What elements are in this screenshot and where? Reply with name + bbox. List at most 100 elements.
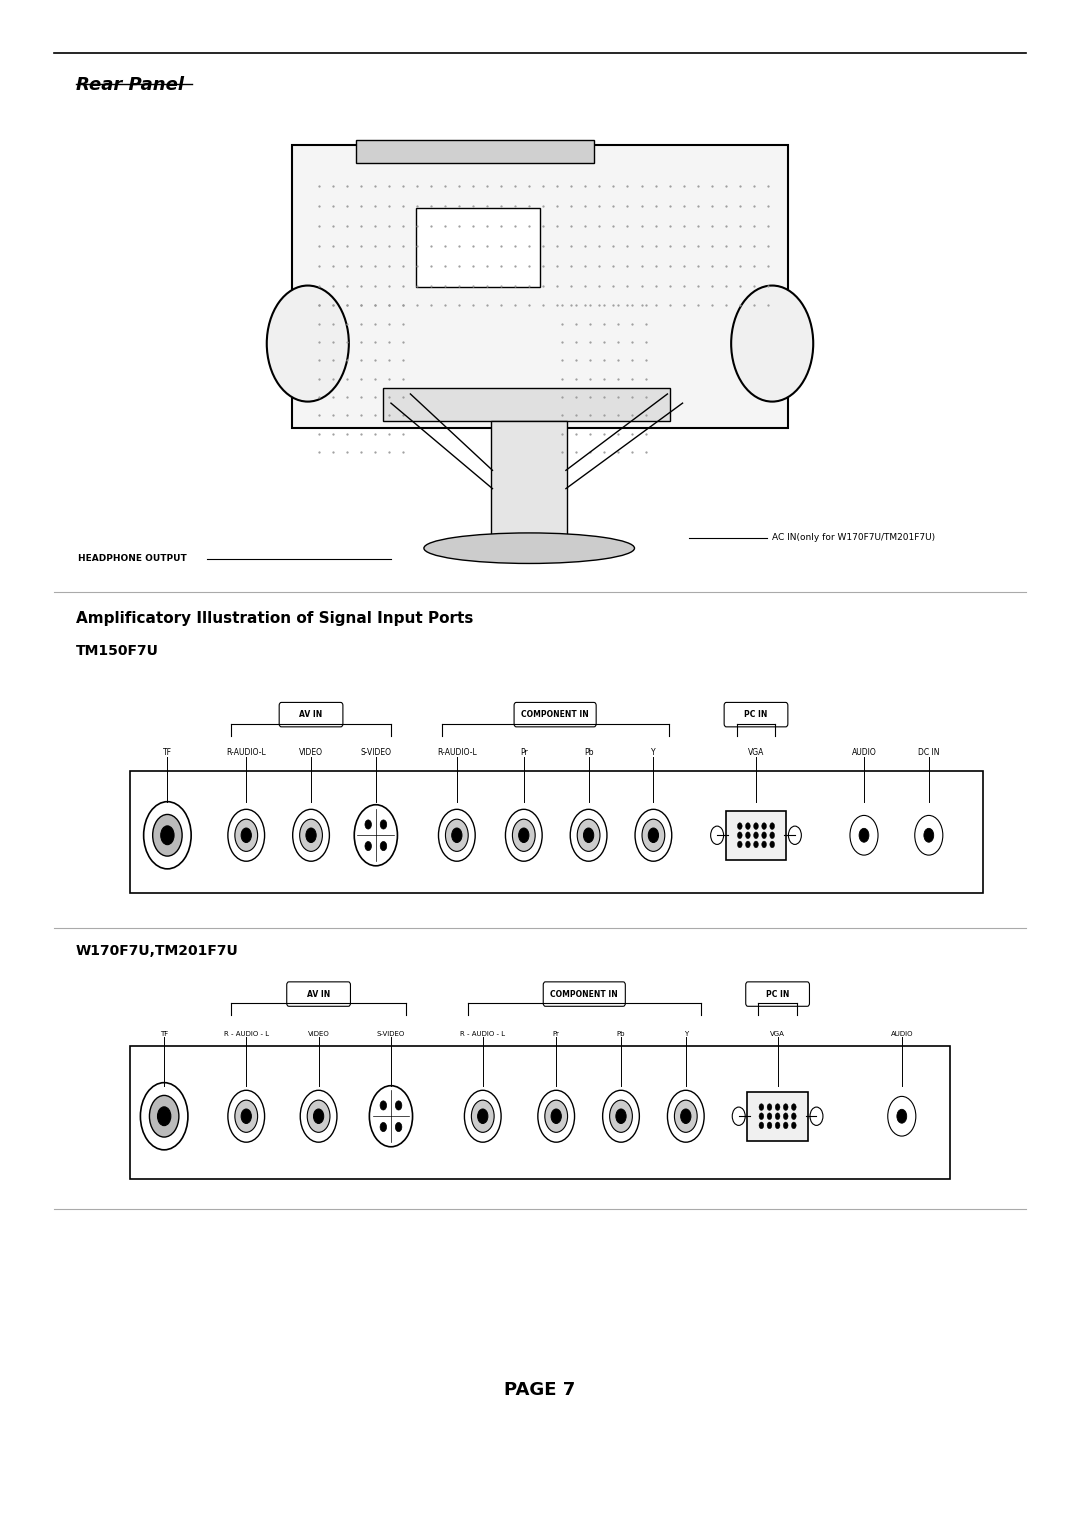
Circle shape xyxy=(745,841,751,847)
Circle shape xyxy=(438,809,475,861)
Circle shape xyxy=(759,1104,764,1110)
Circle shape xyxy=(354,805,397,866)
Circle shape xyxy=(477,1109,488,1124)
Circle shape xyxy=(738,841,742,847)
Circle shape xyxy=(767,1104,772,1110)
Circle shape xyxy=(380,1122,387,1132)
Text: PAGE 7: PAGE 7 xyxy=(504,1380,576,1399)
Circle shape xyxy=(365,841,372,851)
Circle shape xyxy=(616,1109,626,1124)
Text: VIDEO: VIDEO xyxy=(299,748,323,757)
Text: Amplificatory Illustration of Signal Input Ports: Amplificatory Illustration of Signal Inp… xyxy=(76,611,473,626)
Circle shape xyxy=(810,1107,823,1125)
Circle shape xyxy=(300,1090,337,1142)
Circle shape xyxy=(307,1099,330,1133)
Circle shape xyxy=(609,1099,633,1133)
Circle shape xyxy=(161,826,174,844)
FancyBboxPatch shape xyxy=(514,702,596,727)
FancyBboxPatch shape xyxy=(279,702,342,727)
Circle shape xyxy=(577,818,600,852)
Circle shape xyxy=(667,1090,704,1142)
Circle shape xyxy=(923,828,934,843)
Circle shape xyxy=(783,1104,788,1110)
Circle shape xyxy=(395,1101,402,1110)
Circle shape xyxy=(380,1101,387,1110)
Circle shape xyxy=(731,286,813,402)
FancyBboxPatch shape xyxy=(130,1046,950,1179)
Circle shape xyxy=(380,841,387,851)
Text: Pr: Pr xyxy=(553,1031,559,1037)
Circle shape xyxy=(241,828,252,843)
FancyBboxPatch shape xyxy=(747,1092,808,1141)
Circle shape xyxy=(783,1122,788,1128)
Circle shape xyxy=(234,818,258,852)
Text: VGA: VGA xyxy=(770,1031,785,1037)
Circle shape xyxy=(761,832,767,838)
Circle shape xyxy=(788,826,801,844)
Circle shape xyxy=(380,820,387,829)
Circle shape xyxy=(767,1122,772,1128)
Text: TF: TF xyxy=(160,1031,168,1037)
Text: AV IN: AV IN xyxy=(299,710,323,719)
Circle shape xyxy=(745,823,751,829)
Circle shape xyxy=(451,828,462,843)
Circle shape xyxy=(158,1107,171,1125)
FancyBboxPatch shape xyxy=(543,982,625,1006)
Circle shape xyxy=(783,1113,788,1119)
FancyBboxPatch shape xyxy=(383,388,670,421)
Circle shape xyxy=(149,1095,179,1138)
Text: VIDEO: VIDEO xyxy=(308,1031,329,1037)
Circle shape xyxy=(648,828,659,843)
Circle shape xyxy=(680,1109,691,1124)
Text: R - AUDIO - L: R - AUDIO - L xyxy=(224,1031,269,1037)
Circle shape xyxy=(505,809,542,861)
Text: Y: Y xyxy=(651,748,656,757)
Circle shape xyxy=(395,1122,402,1132)
Circle shape xyxy=(915,815,943,855)
Circle shape xyxy=(313,1109,324,1124)
Circle shape xyxy=(583,828,594,843)
Circle shape xyxy=(761,841,767,847)
Circle shape xyxy=(738,823,742,829)
FancyBboxPatch shape xyxy=(286,982,350,1006)
Text: Rear Panel: Rear Panel xyxy=(76,76,184,95)
Text: R - AUDIO - L: R - AUDIO - L xyxy=(460,1031,505,1037)
Text: S-VIDEO: S-VIDEO xyxy=(377,1031,405,1037)
Circle shape xyxy=(770,823,774,829)
Text: Pb: Pb xyxy=(584,748,593,757)
Circle shape xyxy=(674,1099,698,1133)
Circle shape xyxy=(745,832,751,838)
Circle shape xyxy=(306,828,316,843)
FancyBboxPatch shape xyxy=(726,811,786,860)
Circle shape xyxy=(369,1086,413,1147)
Circle shape xyxy=(267,286,349,402)
Circle shape xyxy=(775,1113,780,1119)
Text: AC IN(only for W170F7U/TM201F7U): AC IN(only for W170F7U/TM201F7U) xyxy=(772,533,935,542)
Text: TM150F7U: TM150F7U xyxy=(76,644,159,658)
Text: DC IN: DC IN xyxy=(918,748,940,757)
Circle shape xyxy=(518,828,529,843)
Ellipse shape xyxy=(424,533,635,563)
Circle shape xyxy=(570,809,607,861)
Text: COMPONENT IN: COMPONENT IN xyxy=(551,989,618,999)
Text: HEADPHONE OUTPUT: HEADPHONE OUTPUT xyxy=(78,554,187,563)
Text: R-AUDIO-L: R-AUDIO-L xyxy=(437,748,476,757)
Circle shape xyxy=(471,1099,495,1133)
Text: AUDIO: AUDIO xyxy=(852,748,876,757)
Circle shape xyxy=(603,1090,639,1142)
Circle shape xyxy=(859,828,869,843)
Circle shape xyxy=(228,1090,265,1142)
Circle shape xyxy=(759,1113,764,1119)
Circle shape xyxy=(140,1083,188,1150)
Text: Y: Y xyxy=(684,1031,688,1037)
FancyBboxPatch shape xyxy=(356,140,594,163)
FancyBboxPatch shape xyxy=(745,982,810,1006)
Circle shape xyxy=(711,826,724,844)
Circle shape xyxy=(759,1122,764,1128)
Circle shape xyxy=(850,815,878,855)
Circle shape xyxy=(754,832,758,838)
FancyBboxPatch shape xyxy=(130,771,983,893)
Circle shape xyxy=(551,1109,562,1124)
Text: COMPONENT IN: COMPONENT IN xyxy=(522,710,589,719)
Circle shape xyxy=(754,823,758,829)
